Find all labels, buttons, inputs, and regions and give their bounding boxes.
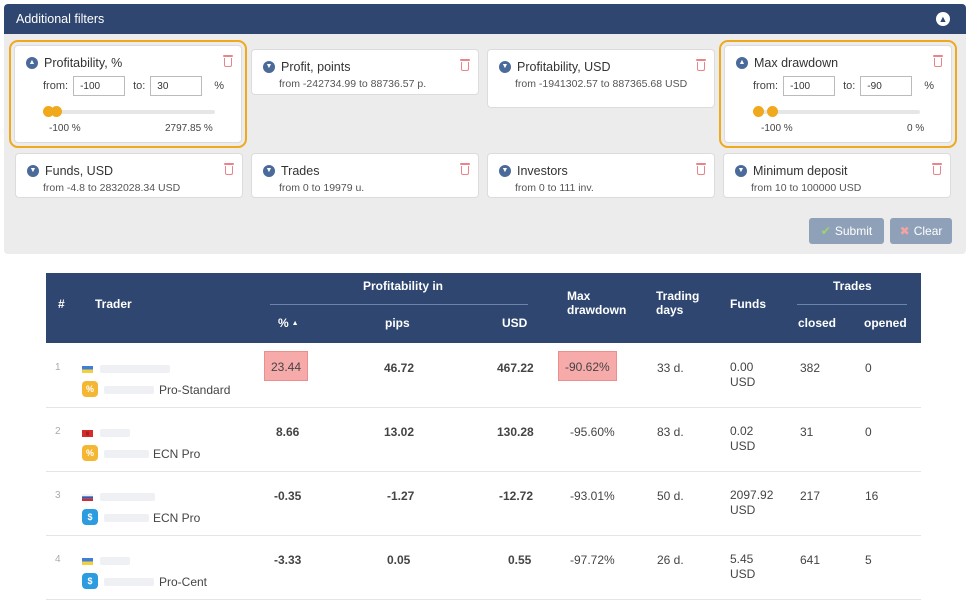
range-slider[interactable]: [753, 106, 920, 117]
range-slider[interactable]: [43, 106, 215, 117]
sort-asc-icon: ▲: [291, 320, 299, 327]
header-trader[interactable]: Trader: [95, 297, 132, 311]
filter-title[interactable]: ▼ Investors: [499, 164, 568, 178]
slider-handle-min[interactable]: [753, 106, 764, 117]
trash-icon[interactable]: [933, 54, 943, 67]
trash-icon[interactable]: [460, 162, 470, 175]
flag-icon: [82, 366, 93, 373]
slider-min-label: -100 %: [49, 123, 81, 134]
to-input[interactable]: [150, 76, 203, 96]
filter-title[interactable]: ▼ Minimum deposit: [735, 164, 847, 178]
filter-title[interactable]: ▲ Max drawdown: [736, 56, 838, 70]
chevron-up-icon[interactable]: ▲: [736, 57, 748, 69]
chevron-up-icon[interactable]: ▲: [26, 57, 38, 69]
chevron-down-icon[interactable]: ▼: [27, 165, 39, 177]
filters-title: Additional filters: [16, 12, 105, 26]
chevron-down-icon[interactable]: ▼: [735, 165, 747, 177]
trash-icon[interactable]: [224, 162, 234, 175]
filter-minimum-deposit: ▼ Minimum deposit from 10 to 100000 USD: [723, 153, 951, 198]
clear-button[interactable]: ✖ Clear: [890, 218, 952, 244]
filter-range: from -4.8 to 2832028.34 USD: [43, 182, 181, 194]
header-num: #: [58, 297, 65, 311]
table-header: # Trader Profitability in % ▲ pips USD Ma…: [46, 273, 921, 343]
filter-profitability-usd: ▼ Profitability, USD from -1941302.57 to…: [487, 49, 715, 108]
filter-range: from 10 to 100000 USD: [751, 182, 862, 194]
from-input[interactable]: [783, 76, 836, 96]
chevron-down-icon[interactable]: ▼: [263, 165, 275, 177]
slider-handle-max[interactable]: [767, 106, 778, 117]
slider-min-label: -100 %: [761, 123, 793, 134]
slider-max-label: 2797.85 %: [165, 123, 213, 134]
filter-title[interactable]: ▼ Trades: [263, 164, 319, 178]
filter-title[interactable]: ▼ Profit, points: [263, 60, 350, 74]
header-pct[interactable]: % ▲: [278, 316, 299, 330]
filter-range: from 0 to 19979 u.: [279, 182, 365, 194]
filter-max-drawdown: ▲ Max drawdown from: to: % -100 % 0 %: [719, 40, 957, 148]
submit-button[interactable]: ✔ Submit: [809, 218, 884, 244]
header-usd[interactable]: USD: [502, 316, 528, 330]
header-trades: Trades: [833, 279, 872, 293]
slider-max-label: 0 %: [907, 123, 925, 134]
filter-range: from -242734.99 to 88736.57 p.: [279, 78, 427, 90]
range-inputs: from: to: %: [753, 76, 934, 96]
trash-icon[interactable]: [696, 162, 706, 175]
filter-profitability-pct: ▲ Profitability, % from: to: % -100 % 27…: [9, 40, 247, 148]
filter-range: from -1941302.57 to 887365.68 USD: [515, 78, 688, 90]
header-trading-days[interactable]: Trading days: [656, 289, 700, 317]
trash-icon[interactable]: [932, 162, 942, 175]
filter-trades: ▼ Trades from 0 to 19979 u.: [251, 153, 479, 198]
table-row[interactable]: 1 % Pro-Standard 23.44 46.72 467.22 -90.…: [46, 344, 921, 408]
filter-title[interactable]: ▼ Profitability, USD: [499, 60, 611, 74]
trash-icon[interactable]: [223, 54, 233, 67]
header-max-drawdown[interactable]: Max drawdown: [567, 289, 627, 317]
filter-range: from 0 to 111 inv.: [515, 182, 594, 194]
header-pips[interactable]: pips: [385, 316, 410, 330]
flag-icon: [82, 558, 93, 565]
filters-body: ▲ Profitability, % from: to: % -100 % 27…: [4, 34, 966, 254]
account-type: ECN Pro: [153, 511, 201, 525]
filter-profit-points: ▼ Profit, points from -242734.99 to 8873…: [251, 49, 479, 95]
filter-investors: ▼ Investors from 0 to 111 inv.: [487, 153, 715, 198]
chevron-down-icon[interactable]: ▼: [499, 165, 511, 177]
account-type: Pro-Standard: [159, 383, 231, 397]
chevron-up-icon[interactable]: ▲: [936, 12, 950, 26]
trash-icon[interactable]: [460, 58, 470, 71]
chevron-down-icon[interactable]: ▼: [263, 61, 275, 73]
check-icon: ✔: [820, 224, 831, 238]
range-inputs: from: to: %: [43, 76, 224, 96]
header-opened[interactable]: opened: [864, 316, 907, 330]
flag-icon: [82, 494, 93, 501]
to-input[interactable]: [860, 76, 913, 96]
header-funds[interactable]: Funds: [730, 297, 766, 311]
header-closed[interactable]: closed: [798, 316, 837, 330]
header-profitability-in: Profitability in: [363, 279, 444, 293]
slider-handle-max[interactable]: [51, 106, 62, 117]
account-type: Pro-Cent: [159, 575, 208, 589]
filter-funds-usd: ▼ Funds, USD from -4.8 to 2832028.34 USD: [15, 153, 243, 198]
slider-handle-min[interactable]: [43, 106, 54, 117]
trash-icon[interactable]: [696, 58, 706, 71]
from-input[interactable]: [73, 76, 126, 96]
table-row[interactable]: 3 $ ECN Pro -0.35 -1.27 -12.72 -93.01% 5…: [46, 472, 921, 536]
account-badge-icon: %: [82, 381, 98, 397]
close-icon: ✖: [899, 224, 910, 238]
max-drawdown-cell: -90.62%: [558, 351, 617, 381]
filter-title[interactable]: ▲ Profitability, %: [26, 56, 122, 70]
table-row[interactable]: 2 % ECN Pro 8.66 13.02 130.28 -95.60% 83…: [46, 408, 921, 472]
filter-title[interactable]: ▼ Funds, USD: [27, 164, 113, 178]
profitability-pct-cell: 23.44: [264, 351, 309, 381]
account-badge-icon: %: [82, 445, 98, 461]
table-row[interactable]: 4 $ Pro-Cent -3.33 0.05 0.55 -97.72% 26 …: [46, 536, 921, 600]
account-badge-icon: $: [82, 509, 98, 525]
flag-icon: [82, 430, 93, 437]
filters-header: Additional filters ▲: [4, 4, 966, 34]
chevron-down-icon[interactable]: ▼: [499, 61, 511, 73]
account-type: ECN Pro: [153, 447, 201, 461]
account-badge-icon: $: [82, 573, 98, 589]
